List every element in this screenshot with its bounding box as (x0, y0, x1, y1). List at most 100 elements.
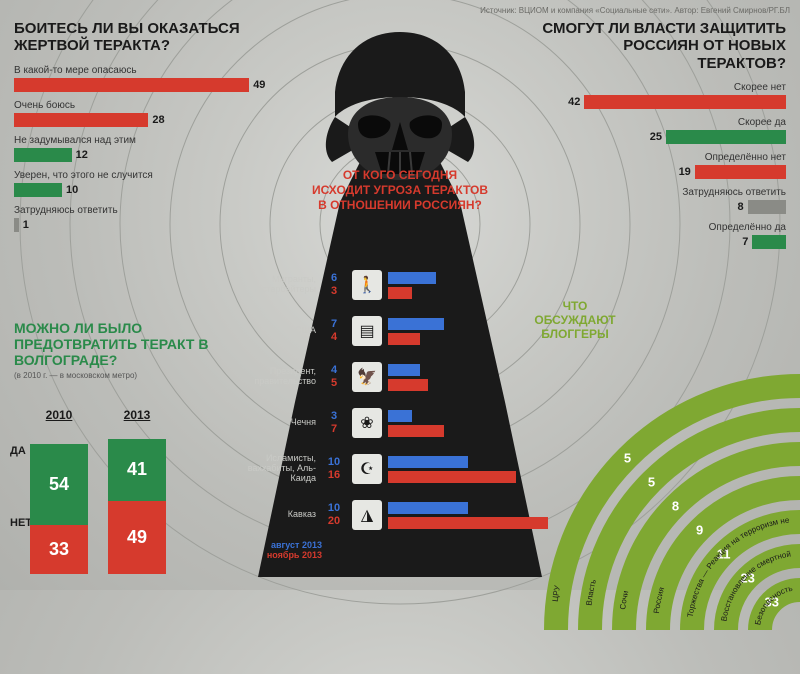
bar-track: 28 (14, 113, 264, 127)
center-q-line1: От кого сегодня (295, 168, 505, 183)
bar-track: 12 (14, 148, 264, 162)
threat-bar-a (388, 502, 468, 514)
right-question-block: Смогут ли власти защитить россиян от нов… (536, 20, 786, 257)
left-bar-row: Уверен, что этого не случится 10 (14, 170, 264, 197)
bar-label: Не задумывался над этим (14, 135, 264, 146)
stack-yes: 54 (30, 444, 88, 525)
stack-no: 49 (108, 501, 166, 575)
threat-values: 37 (322, 411, 346, 435)
bar-value: 25 (650, 130, 662, 144)
bar-track: 1 (14, 218, 264, 232)
bar-fill (695, 165, 786, 179)
threat-legend-b: ноябрь 2013 (230, 550, 322, 560)
bar-value: 1 (23, 218, 29, 232)
threat-icon: 🚶 (352, 270, 382, 300)
right-bar-row: Скорее да 25 (536, 117, 786, 144)
bar-label: Скорее нет (536, 82, 786, 93)
threat-icon: ❀ (352, 408, 382, 438)
right-bar-row: Затрудняюсь ответить 8 (536, 187, 786, 214)
threat-icon: 🦅 (352, 362, 382, 392)
blogger-arcs: 33Безопасность и координация силовых стр… (480, 310, 800, 630)
right-question-title: Смогут ли власти защитить россиян от нов… (536, 20, 786, 72)
arc-value: 5 (648, 475, 655, 490)
bar-track: 42 (536, 95, 786, 109)
threat-bar-b (388, 333, 420, 345)
left-question-title: Боитесь ли вы оказаться жертвой теракта? (14, 20, 264, 55)
right-bar-row: Определённо да 7 (536, 222, 786, 249)
threat-icon: ▤ (352, 316, 382, 346)
bar-fill (14, 183, 62, 197)
bar-label: Очень боюсь (14, 100, 264, 111)
threat-label: США (230, 326, 322, 336)
yes-label: ДА (10, 445, 32, 457)
bar-fill (14, 148, 72, 162)
bar-track: 49 (14, 78, 264, 92)
stack-bar: 54 33 (30, 424, 88, 574)
bar-label: Затрудняюсь ответить (14, 205, 264, 216)
threat-icon: ☪ (352, 454, 382, 484)
bar-label: Уверен, что этого не случится (14, 170, 264, 181)
stack-yes: 41 (108, 439, 166, 501)
right-bar-row: Определённо нет 19 (536, 152, 786, 179)
stack-bar: 41 49 (108, 424, 166, 574)
bar-value: 19 (679, 165, 691, 179)
bar-label: Затрудняюсь ответить (536, 187, 786, 198)
bar-value: 7 (742, 235, 748, 249)
threat-label: Мигранты, гастарбайтеры (230, 275, 322, 295)
threat-bar-a (388, 456, 468, 468)
prevent-stacks: 2010 54 33 2013 41 49 (30, 408, 166, 574)
threat-values: 74 (322, 319, 346, 343)
bar-track: 10 (14, 183, 264, 197)
stack-column: 2010 54 33 (30, 408, 88, 574)
stack-axis-labels: ДА НЕТ (10, 445, 32, 529)
arc-value: 8 (672, 499, 679, 514)
bar-track: 8 (536, 200, 786, 214)
threat-icon: ◮ (352, 500, 382, 530)
bar-value: 8 (737, 200, 743, 214)
right-bar-row: Скорее нет 42 (536, 82, 786, 109)
bar-value: 10 (66, 183, 78, 197)
stack-year: 2010 (30, 408, 88, 422)
center-question: От кого сегодня исходит угроза терактов … (295, 168, 505, 213)
prevent-sub: (в 2010 г. — в московском метро) (14, 371, 214, 380)
threat-bar-a (388, 272, 436, 284)
arc-value: 5 (624, 450, 631, 465)
stack-year: 2013 (108, 408, 166, 422)
threat-bar-a (388, 410, 412, 422)
prevent-question: Можно ли было предотвратить теракт в Вол… (14, 320, 214, 380)
center-q-line2: исходит угроза терактов (295, 183, 505, 198)
threat-bar-b (388, 425, 444, 437)
threat-bar-a (388, 318, 444, 330)
no-label: НЕТ (10, 517, 32, 529)
center-q-line3: в отношении россиян? (295, 198, 505, 213)
stack-no: 33 (30, 525, 88, 575)
threat-bar-b (388, 287, 412, 299)
bar-fill (584, 95, 786, 109)
bar-track: 19 (536, 165, 786, 179)
threat-values: 1020 (322, 503, 346, 527)
bar-label: Определённо нет (536, 152, 786, 163)
bar-label: В какой-то мере опасаюсь (14, 65, 264, 76)
threat-values: 1016 (322, 457, 346, 481)
bar-fill (666, 130, 786, 144)
left-bar-row: Затрудняюсь ответить 1 (14, 205, 264, 232)
left-bar-row: В какой-то мере опасаюсь 49 (14, 65, 264, 92)
threat-bars (388, 272, 570, 299)
threat-bar-b (388, 379, 428, 391)
bar-fill (14, 218, 19, 232)
left-bar-row: Не задумывался над этим 12 (14, 135, 264, 162)
threat-label: Чечня (230, 418, 322, 428)
threat-values: 63 (322, 273, 346, 297)
bar-track: 25 (536, 130, 786, 144)
bar-fill (748, 200, 786, 214)
left-bar-row: Очень боюсь 28 (14, 100, 264, 127)
bar-value: 42 (568, 95, 580, 109)
threat-label: Исламисты, ваххабиты, Аль-Каида (230, 454, 322, 484)
bar-fill (14, 78, 249, 92)
threat-values: 45 (322, 365, 346, 389)
bar-value: 28 (152, 113, 164, 127)
threat-label: Президент, правительство (230, 367, 322, 387)
left-question-block: Боитесь ли вы оказаться жертвой теракта?… (14, 20, 264, 240)
bar-fill (14, 113, 148, 127)
bar-value: 12 (76, 148, 88, 162)
